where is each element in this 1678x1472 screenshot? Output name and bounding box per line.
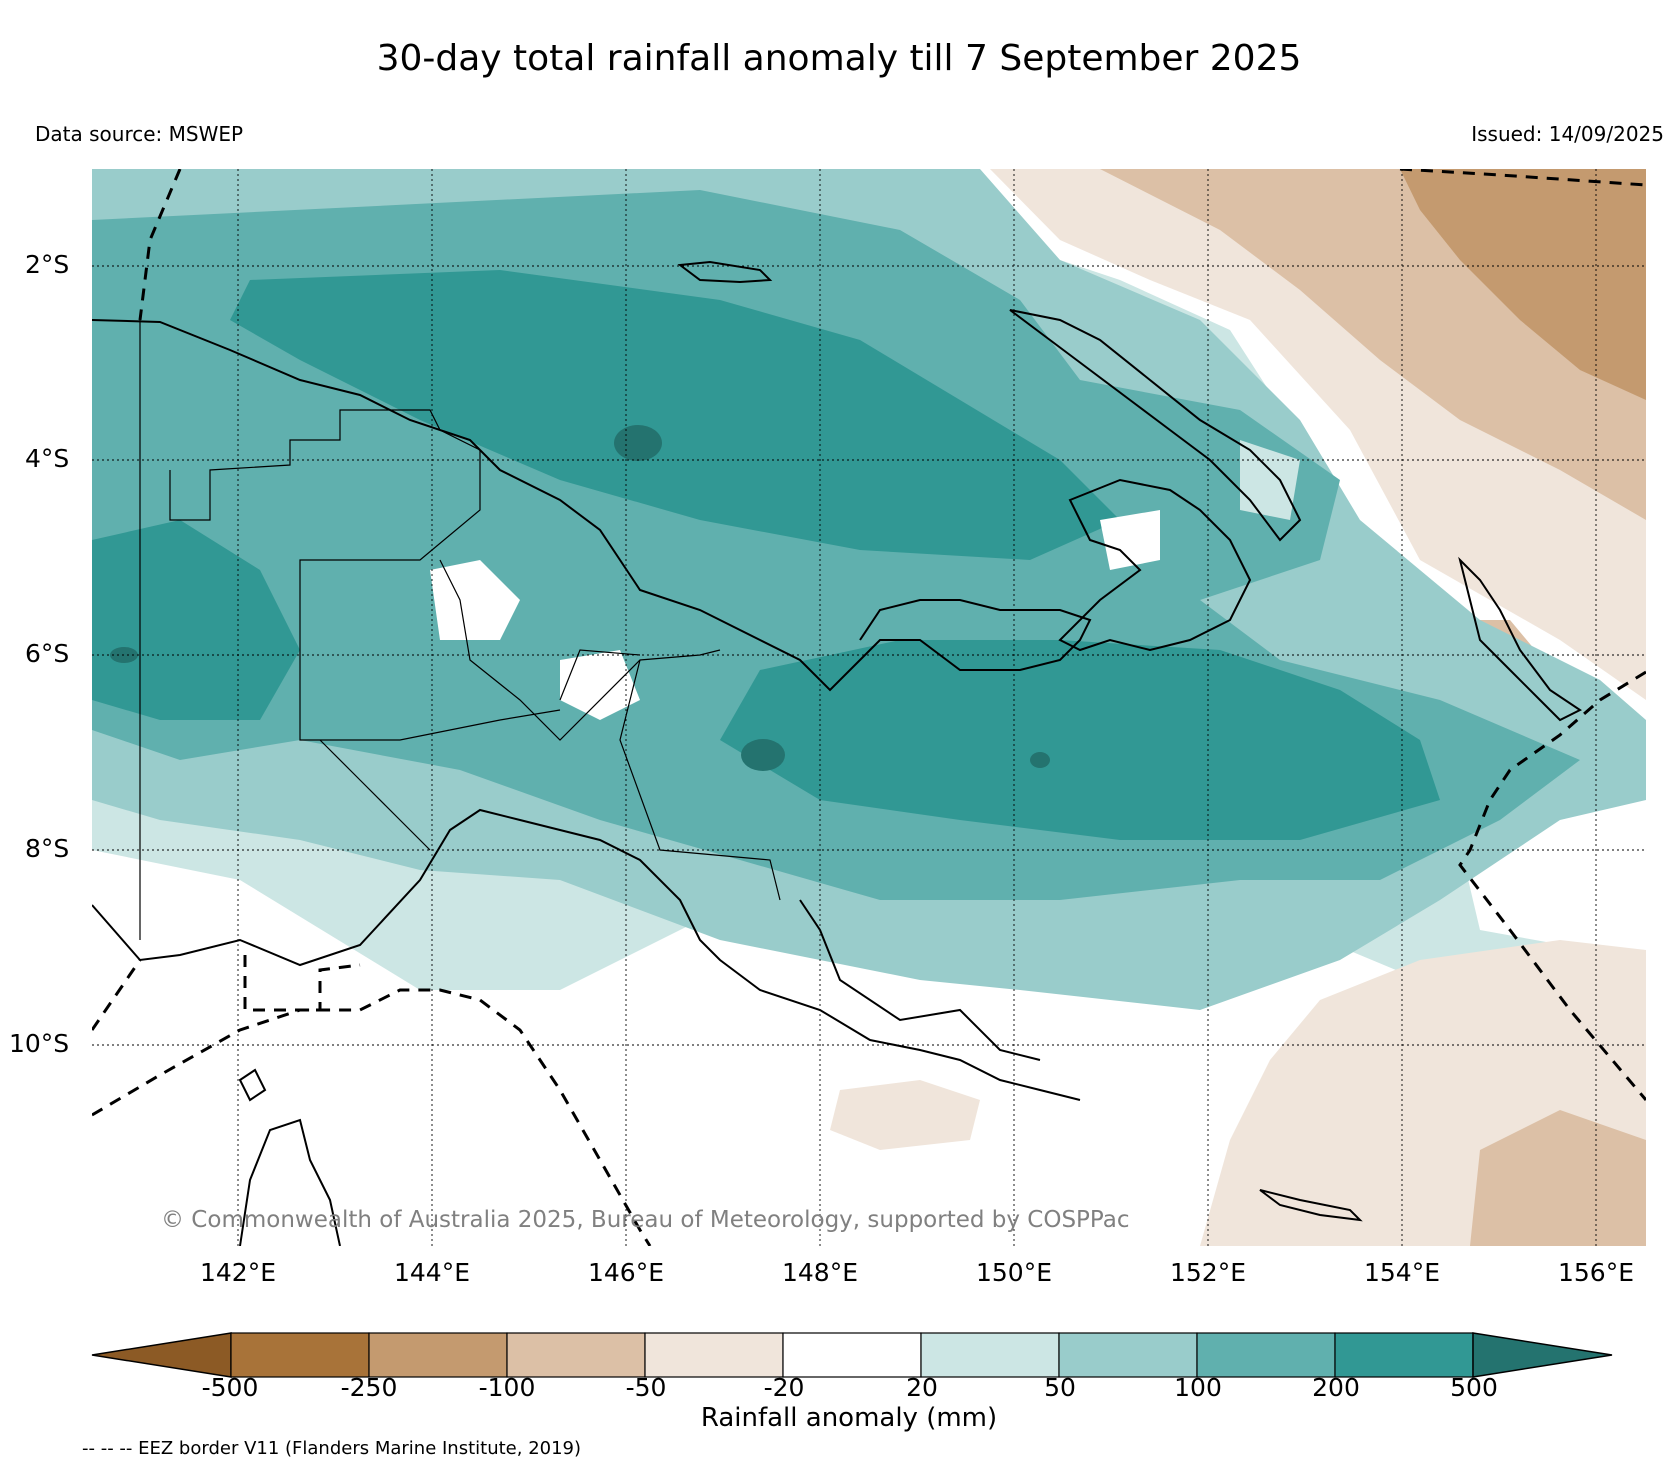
eez-borders [92, 169, 1646, 1246]
colorbar-tick-label: 200 [1312, 1373, 1360, 1402]
colorbar-segment [230, 1332, 370, 1378]
colorbar-tick-label: 20 [906, 1373, 938, 1402]
lat-label-2s: 2°S [25, 250, 70, 279]
colorbar [91, 1332, 1613, 1378]
eez-border-west [138, 169, 182, 321]
copyright-notice: © Commonwealth of Australia 2025, Bureau… [161, 1207, 1130, 1233]
manus-island [677, 260, 773, 284]
colorbar-tick-label: -50 [625, 1373, 667, 1402]
field-teal-extreme-1 [614, 425, 662, 461]
colorbar-tick-label: -100 [478, 1373, 536, 1402]
colorbar-extend-high [1472, 1332, 1613, 1378]
field-brown-sw [830, 1080, 980, 1150]
colorbar-tick-label: 100 [1174, 1373, 1222, 1402]
coastlines [92, 260, 1582, 1246]
colorbar-tick-label: 50 [1044, 1373, 1076, 1402]
field-white-patch-1 [430, 560, 520, 640]
lon-label-154e: 154°E [1363, 1258, 1441, 1287]
colorbar-segment [782, 1332, 922, 1378]
field-white-patch-4 [1240, 440, 1300, 520]
field-white-patch-3 [1100, 510, 1160, 570]
bougainville [1458, 556, 1582, 722]
eez-border-east [1458, 670, 1646, 1101]
colorbar-tick-label: 500 [1450, 1373, 1498, 1402]
lon-label-142e: 142°E [199, 1258, 277, 1287]
colorbar-segment [644, 1332, 784, 1378]
eez-border-torres-1 [92, 959, 142, 1031]
graticule [92, 169, 1646, 1246]
solomons-east-1 [1259, 1189, 1363, 1222]
field-teal-200-500-west [92, 520, 300, 720]
colorbar-tick-label: -250 [340, 1373, 398, 1402]
colorbar-extend-low [91, 1332, 232, 1378]
colorbar-tick-label: -500 [201, 1373, 259, 1402]
lon-label-144e: 144°E [393, 1258, 471, 1287]
field-brown-se-mid [1470, 1110, 1646, 1246]
map-title: 30-day total rainfall anomaly till 7 Sep… [376, 38, 1302, 79]
colorbar-segment [506, 1332, 646, 1378]
cape-york [239, 1118, 341, 1246]
eez-border-torres-3 [243, 955, 361, 1012]
colorbar-segment [1334, 1332, 1474, 1378]
issued-date-label: Issued: 14/09/2025 [1471, 122, 1664, 146]
lon-label-146e: 146°E [587, 1258, 665, 1287]
colorbar-segment [368, 1332, 508, 1378]
field-brown-dark-ne [1400, 169, 1646, 400]
lat-label-4s: 4°S [25, 444, 70, 473]
eez-border-note: -- -- -- EEZ border V11 (Flanders Marine… [82, 1438, 582, 1459]
lon-label-152e: 152°E [1169, 1258, 1247, 1287]
colorbar-tick-label: -20 [763, 1373, 805, 1402]
eez-border-torres-2 [92, 988, 652, 1246]
new-guinea-north-coast [92, 319, 1092, 692]
colorbar-title: Rainfall anomaly (mm) [700, 1403, 998, 1433]
lat-label-8s: 8°S [25, 834, 70, 863]
data-source-label: Data source: MSWEP [35, 122, 244, 146]
colorbar-segment [1058, 1332, 1198, 1378]
new-ireland [1009, 309, 1302, 542]
field-white-patch-2 [560, 650, 640, 720]
australia-top [238, 1068, 267, 1102]
anomaly-field [92, 169, 1646, 1246]
field-teal-200-500-south [720, 640, 1440, 840]
province-borders [139, 320, 781, 940]
lat-label-10s: 10°S [9, 1029, 70, 1058]
lon-label-150e: 150°E [975, 1258, 1053, 1287]
field-teal-200-500-north [230, 270, 1120, 560]
eez-border-ne [1399, 169, 1646, 187]
new-guinea-south-coast [92, 808, 1081, 1101]
lon-label-156e: 156°E [1557, 1258, 1635, 1287]
colorbar-segment [920, 1332, 1060, 1378]
colorbar-segment [1196, 1332, 1336, 1378]
new-britain [1058, 478, 1252, 652]
lat-label-6s: 6°S [25, 639, 70, 668]
field-teal-extreme-2 [741, 739, 785, 771]
field-teal-extreme-3 [1030, 752, 1050, 768]
lon-label-148e: 148°E [781, 1258, 859, 1287]
